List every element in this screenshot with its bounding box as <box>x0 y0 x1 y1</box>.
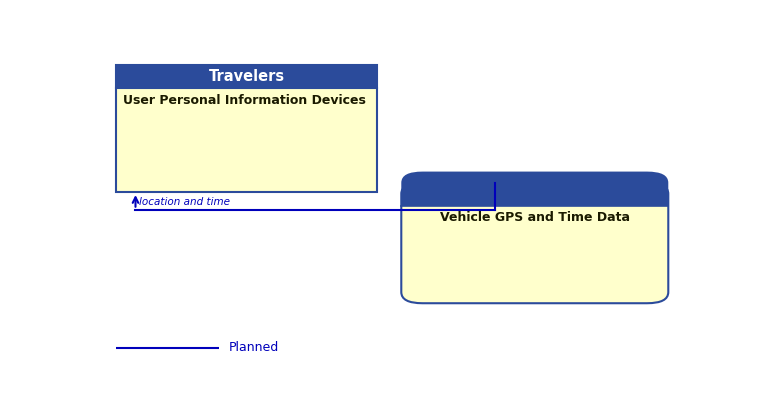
Text: location and time: location and time <box>139 197 229 207</box>
FancyBboxPatch shape <box>402 183 669 303</box>
FancyBboxPatch shape <box>116 88 377 192</box>
FancyBboxPatch shape <box>116 65 377 88</box>
Text: Travelers: Travelers <box>208 69 284 84</box>
Text: Planned: Planned <box>229 341 279 354</box>
FancyBboxPatch shape <box>402 171 669 206</box>
Text: User Personal Information Devices: User Personal Information Devices <box>124 94 366 107</box>
Text: Vehicle GPS and Time Data: Vehicle GPS and Time Data <box>440 211 630 224</box>
FancyBboxPatch shape <box>402 194 669 206</box>
